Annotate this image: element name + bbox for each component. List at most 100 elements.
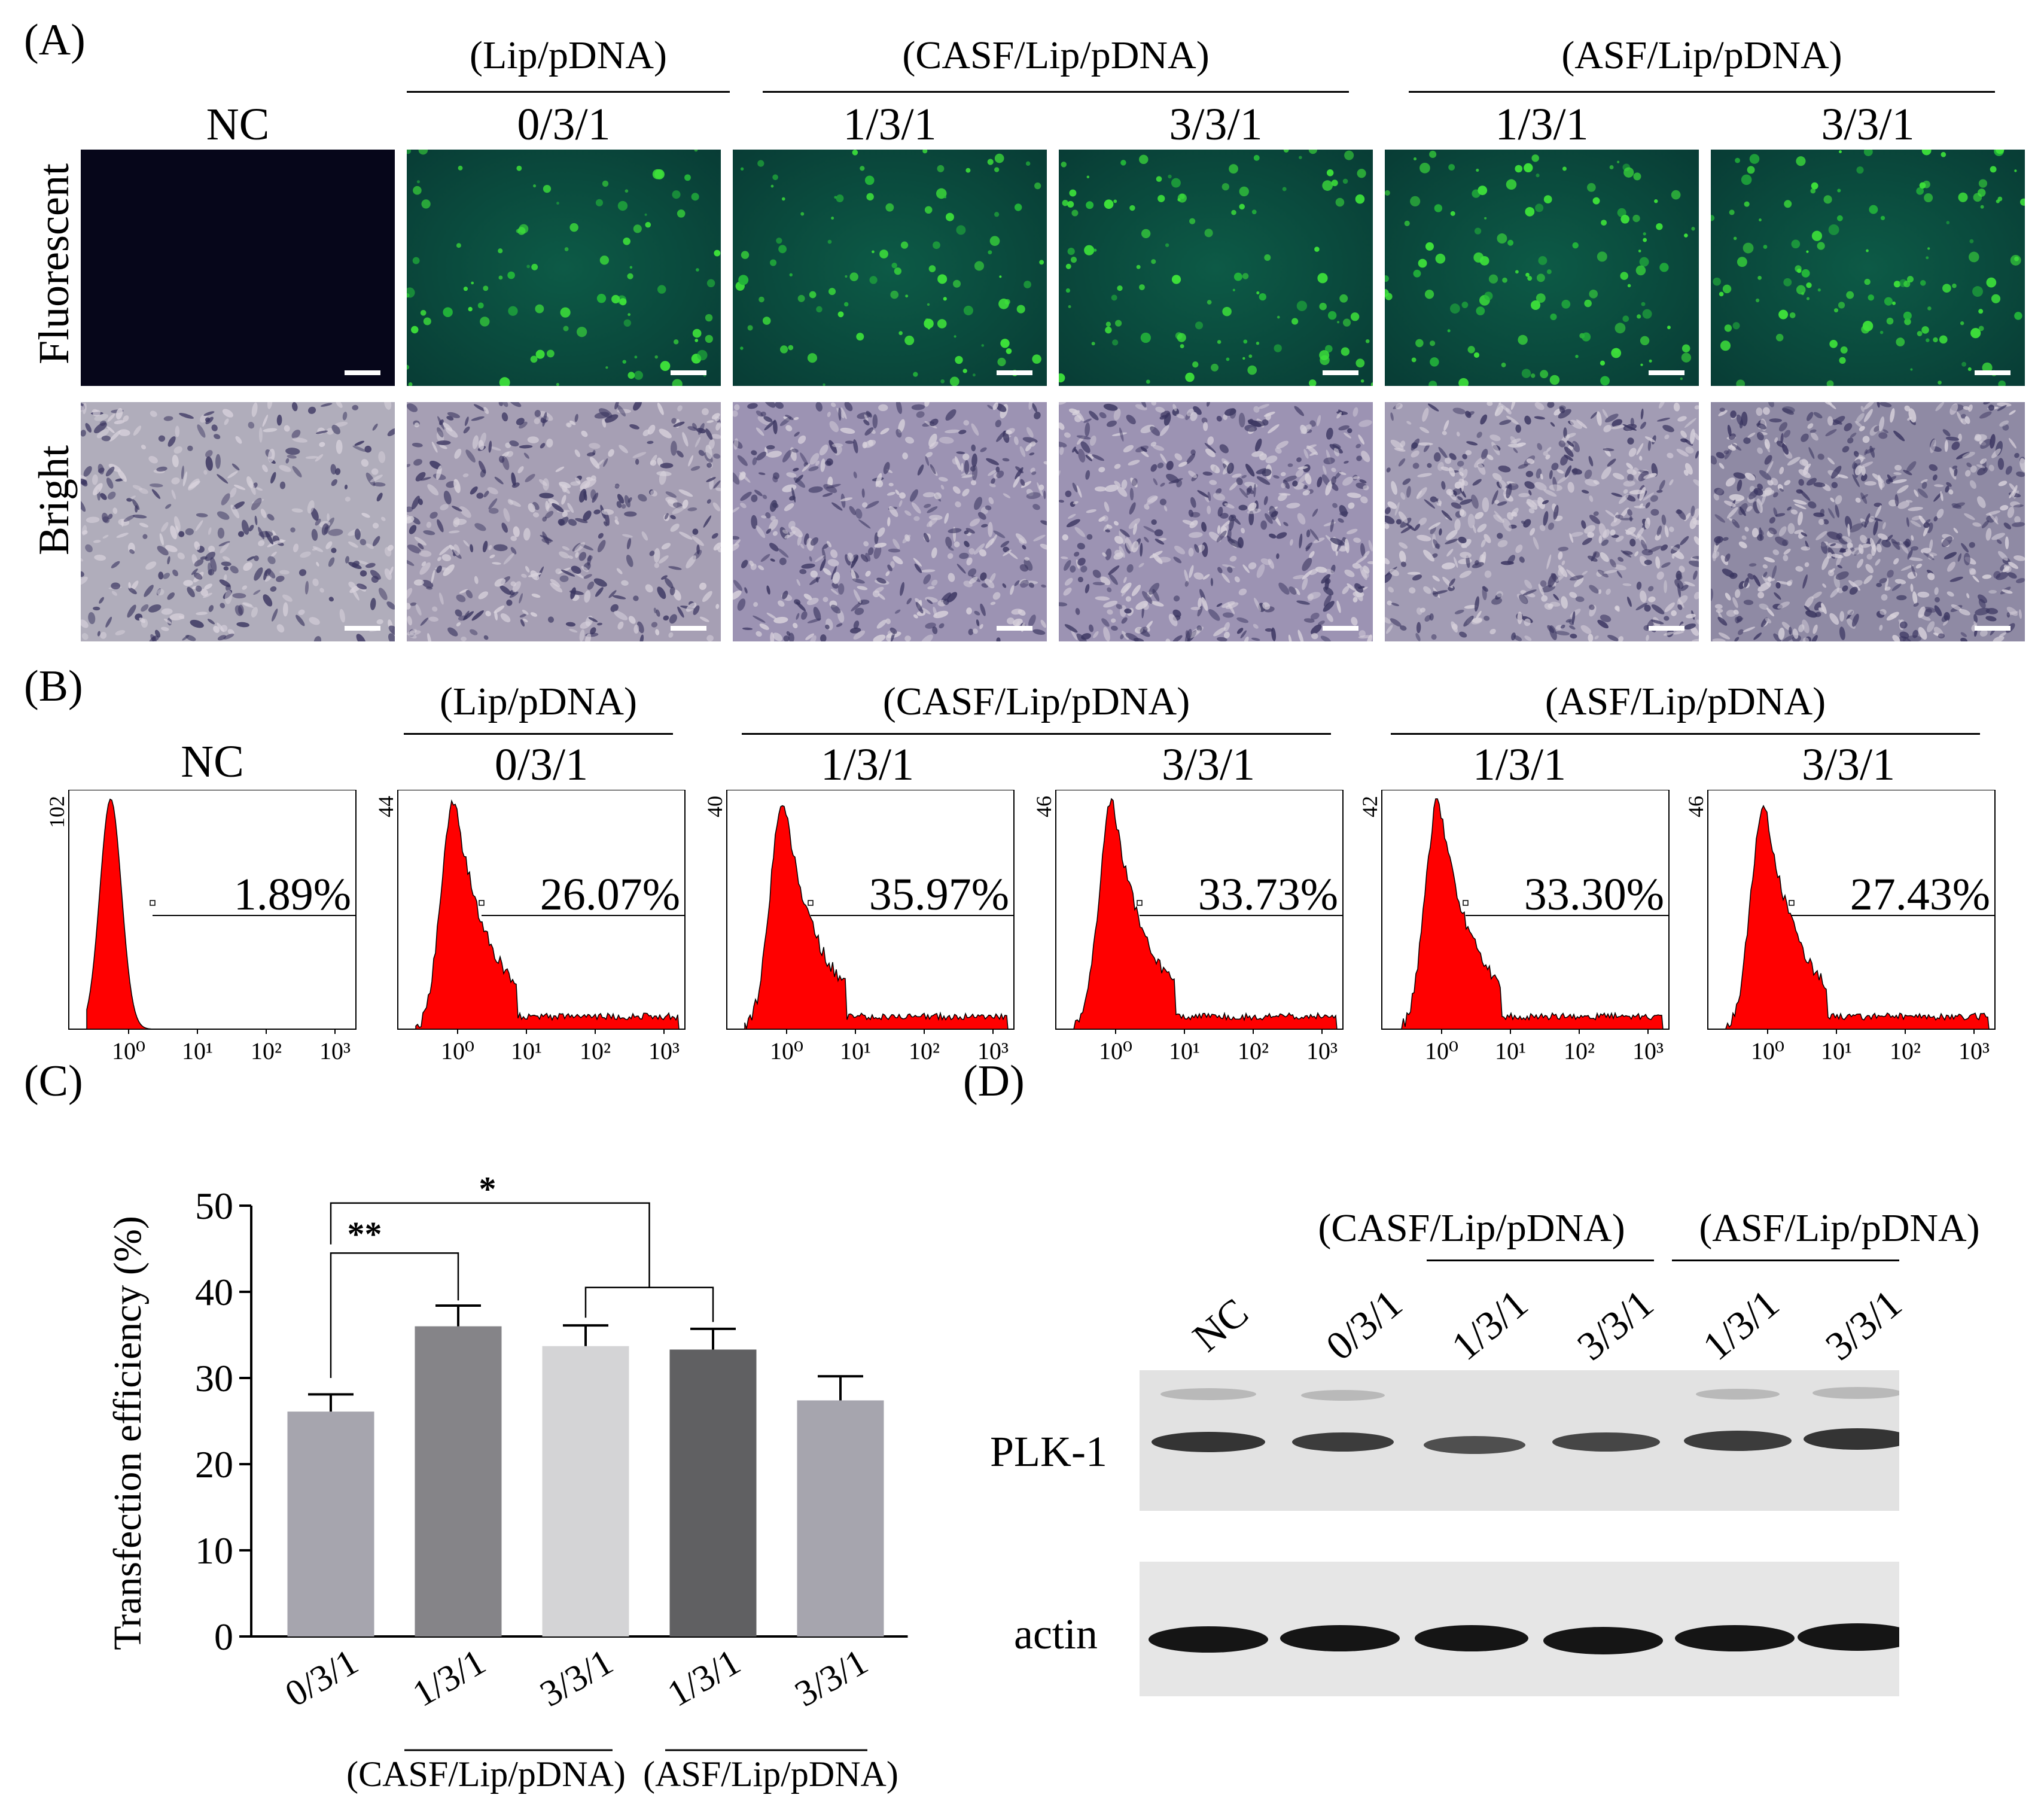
x-tick-label: 10³ [1632,1038,1664,1064]
transfection-bar-chart: 0 10 20 30 40 50 Transfection efficiency (%) 0/… [106,1170,908,1794]
x-group-label-asf: (ASF/Lip/pDNA) [643,1754,898,1794]
panel-a-group-asf-line [1409,91,1995,93]
bright-image-lip-031 [407,402,721,641]
row-label-bright: Bright [30,445,78,556]
x-category-label: 1/3/1 [406,1641,492,1715]
gate-percentage: 33.73% [1198,869,1338,920]
panel-b-col-3: 1/3/1 [820,740,915,790]
panel-a-col-5: 1/3/1 [1495,99,1589,150]
panel-d-letter: (D) [963,1057,1025,1106]
x-tick-label: 10³ [648,1038,680,1064]
panel-a-col-6: 3/3/1 [1821,99,1915,150]
gate-percentage: 1.89% [234,869,351,920]
bar [287,1411,374,1636]
x-tick-label: 10⁰ [1425,1038,1458,1064]
x-tick-label: 10¹ [1821,1038,1852,1064]
bright-image-casf-331 [1059,402,1373,641]
x-tick-label: 10² [1564,1038,1595,1064]
significance-bracket [330,1202,650,1288]
panel-a-col-1: NC [206,99,270,150]
bar [669,1349,757,1636]
row-label-plk1: PLK-1 [990,1428,1107,1476]
panel-d-group-casf: (CASF/Lip/pDNA) [1318,1206,1625,1250]
scale-bar [997,370,1032,375]
panel-b-group-lip: (Lip/pDNA) [440,680,637,723]
y-max-label: 46 [1684,796,1708,817]
x-tick-label: 10² [909,1038,940,1064]
x-tick-label: 10⁰ [112,1038,145,1064]
panel-b-group-asf-line [1391,733,1980,735]
scale-bar [1975,626,2011,631]
panel-a-col-4: 3/3/1 [1169,99,1263,150]
y-tick-label: 10 [195,1529,233,1572]
panel-d-lane-1: NC [1184,1289,1257,1361]
x-tick-label: 10⁰ [441,1038,474,1064]
y-max-label: 44 [374,796,398,817]
scale-bar [1649,370,1684,375]
panel-a-group-lip-line [407,91,730,93]
x-tick-label: 10¹ [1169,1038,1200,1064]
scale-bar [1649,626,1684,631]
significance-bracket [584,1286,714,1322]
y-max-label: 40 [703,796,727,817]
flow-histogram: 33.73% 46 10⁰ 10¹ 10² 10³ [1032,790,1344,1064]
x-tick-label: 10¹ [840,1038,871,1064]
row-label-fluorescent: Fluorescent [30,163,78,364]
western-blot-actin [1140,1562,1917,1696]
x-category-label: 1/3/1 [661,1641,747,1715]
western-blot-plk1 [1140,1370,1911,1511]
significance-bracket [330,1252,459,1378]
x-tick-label: 10¹ [1495,1038,1526,1064]
panel-d-lane-3: 1/3/1 [1443,1280,1536,1370]
row-label-actin: actin [1014,1610,1098,1658]
bright-image-nc [81,402,395,641]
y-tick-label: 50 [195,1185,233,1227]
panel-b-col-1: NC [181,737,244,787]
scale-bar [671,370,706,375]
y-tick-label: 0 [214,1616,233,1658]
panel-d-group-casf-line [1427,1260,1654,1261]
panel-a-group-casf-line [763,91,1349,93]
scale-bar [671,626,706,631]
bright-image-asf-331 [1711,402,2025,641]
x-group-label-casf: (CASF/Lip/pDNA) [346,1754,626,1794]
x-tick-label: 10² [1890,1038,1921,1064]
x-tick-label: 10³ [319,1038,351,1064]
scale-bar [1975,370,2011,375]
panel-b-col-5: 1/3/1 [1472,740,1567,790]
x-tick-label: 10³ [1958,1038,1990,1064]
panel-b-group-casf: (CASF/Lip/pDNA) [882,680,1190,723]
fluorescent-image-asf-331 [1711,150,2025,386]
panel-c-letter: (C) [24,1057,83,1106]
fluorescent-image-asf-131 [1385,150,1699,386]
x-category-label: 3/3/1 [788,1641,875,1715]
panel-b-col-2: 0/3/1 [494,740,589,790]
x-category-label: 0/3/1 [279,1641,365,1715]
x-tick-label: 10³ [977,1038,1009,1064]
y-tick-label: 40 [195,1271,233,1313]
panel-a-col-3: 1/3/1 [843,99,937,150]
y-max-label: 42 [1358,796,1382,817]
panel-a-group-asf: (ASF/Lip/pDNA) [1561,34,1842,77]
scale-bar [997,626,1032,631]
panel-d-lane-4: 3/3/1 [1568,1280,1662,1370]
panel-b-letter: (B) [24,662,83,711]
panel-b-group-casf-line [742,733,1331,735]
x-tick-label: 10⁰ [770,1038,803,1064]
gate-percentage: 35.97% [869,869,1009,920]
gate-percentage: 33.30% [1524,869,1664,920]
panel-d-group-asf: (ASF/Lip/pDNA) [1699,1206,1980,1250]
flow-histogram: 26.07% 44 10⁰ 10¹ 10² 10³ [374,790,686,1064]
panel-a-letter: (A) [24,16,86,65]
gate-percentage: 27.43% [1850,869,1990,920]
scale-bar [1323,370,1358,375]
significance-mark: * [479,1170,496,1209]
x-tick-label: 10³ [1306,1038,1338,1064]
y-tick-label: 20 [195,1443,233,1486]
x-tick-label: 10² [1238,1038,1269,1064]
panel-a-group-lip: (Lip/pDNA) [470,34,667,77]
flow-histogram: 33.30% 42 10⁰ 10¹ 10² 10³ [1358,790,1670,1064]
gate-percentage: 26.07% [540,869,680,920]
y-tick-label: 30 [195,1357,233,1400]
panel-d-lane-6: 3/3/1 [1817,1280,1910,1370]
